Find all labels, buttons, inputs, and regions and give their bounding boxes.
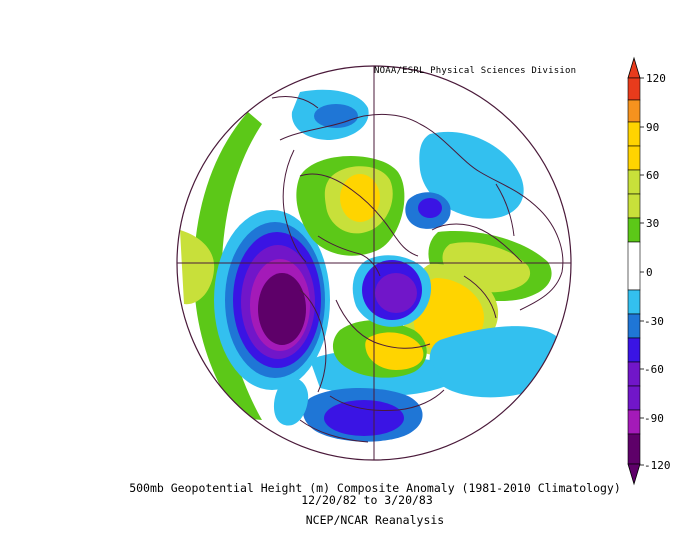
colorbar-top-arrow	[627, 56, 641, 79]
anomaly-field	[177, 66, 571, 460]
anomaly-neg-lower-left	[273, 377, 309, 426]
colorbar-label-neg30: -30	[644, 315, 664, 328]
anomaly-neg-siberia-core	[314, 104, 358, 128]
credit-text: NOAA/ESRL Physical Sciences Division	[374, 66, 577, 76]
anomaly-neg-south-core	[324, 400, 404, 436]
colorbar-box-neg30	[627, 313, 641, 339]
colorbar-box-0	[627, 241, 641, 291]
anomaly-neg-africa	[429, 326, 564, 398]
anomaly-neg-pole-60	[418, 198, 442, 218]
colorbar-label-120: 120	[646, 72, 666, 85]
coastlines	[271, 95, 564, 443]
colorbar-box-neg120	[627, 433, 641, 465]
colorbar-bottom-arrow	[627, 463, 641, 486]
anomaly-neg-central-90	[375, 273, 417, 313]
anomaly-pos-asia-60	[340, 174, 380, 222]
caption-dates: 12/20/82 to 3/20/83	[301, 493, 433, 507]
colorbar-label-90: 90	[646, 121, 660, 134]
colorbar-label-neg90: -90	[644, 412, 664, 425]
anomaly-neg-pacific-core	[258, 273, 306, 345]
anomaly-pos-atlantic-60	[413, 278, 484, 350]
anomaly-neg-arctic	[419, 131, 524, 219]
caption-source: NCEP/NCAR Reanalysis	[305, 513, 445, 527]
colorbar-label-0: 0	[646, 266, 653, 279]
colorbar-box-neg105	[627, 409, 641, 435]
colorbar-label-neg120: -120	[644, 459, 671, 472]
colorbar	[627, 56, 644, 486]
colorbar-box-5	[627, 217, 641, 243]
caption-title: 500mb Geopotential Height (m) Composite …	[129, 481, 621, 495]
colorbar-box-90	[627, 99, 641, 123]
colorbar-box-45	[627, 145, 641, 171]
colorbar-box-neg15	[627, 289, 641, 315]
anomaly-pos-north-america-core	[365, 332, 424, 370]
colorbar-label-neg60: -60	[644, 363, 664, 376]
colorbar-box-60	[627, 121, 641, 147]
anomaly-pos-pacific-core	[180, 230, 215, 305]
colorbar-box-15	[627, 193, 641, 219]
colorbar-label-60: 60	[646, 169, 660, 182]
colorbar-ticks	[640, 77, 644, 466]
colorbar-label-30: 30	[646, 217, 660, 230]
colorbar-box-120	[627, 77, 641, 101]
colorbar-box-neg75	[627, 361, 641, 387]
colorbar-box-neg60	[627, 337, 641, 363]
colorbar-box-30	[627, 169, 641, 195]
anomaly-pos-pacific-belt	[193, 112, 262, 420]
colorbar-box-neg90	[627, 385, 641, 411]
